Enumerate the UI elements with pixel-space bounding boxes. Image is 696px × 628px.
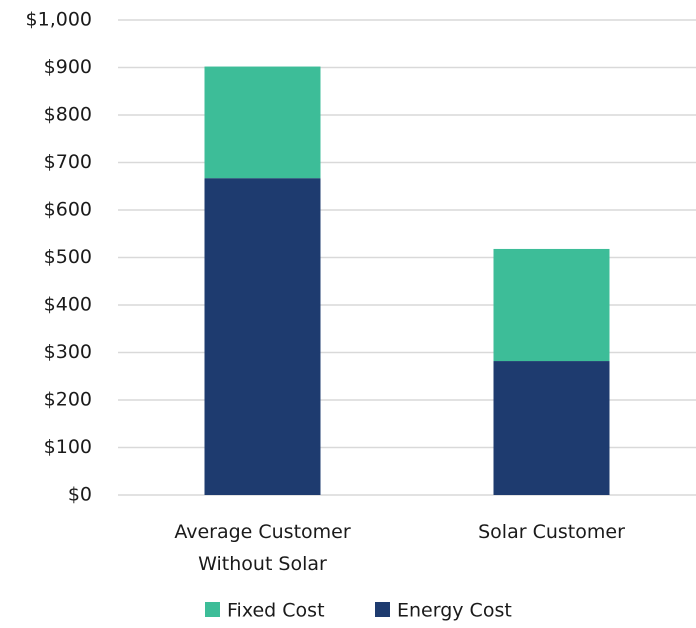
legend-swatch — [375, 602, 390, 617]
y-tick-label: $600 — [44, 199, 92, 221]
bar-segment — [493, 248, 610, 362]
x-tick-label: Solar Customer — [478, 521, 625, 543]
bar-segment — [204, 66, 321, 179]
y-tick-label: $100 — [44, 436, 92, 458]
y-tick-label: $200 — [44, 389, 92, 411]
y-tick-label: $700 — [44, 151, 92, 173]
x-tick-label: Average Customer Without Solar — [174, 521, 351, 575]
y-tick-label: $1,000 — [26, 9, 92, 31]
y-tick-label: $900 — [44, 56, 92, 78]
legend-swatch — [205, 602, 220, 617]
bar-segment — [493, 361, 610, 495]
legend-label: Fixed Cost — [227, 600, 325, 622]
y-tick-label: $400 — [44, 294, 92, 316]
bar-segment — [204, 178, 321, 496]
y-tick-label: $0 — [68, 484, 92, 506]
y-tick-label: $500 — [44, 246, 92, 268]
legend-label: Energy Cost — [397, 600, 512, 622]
y-tick-label: $800 — [44, 104, 92, 126]
y-tick-label: $300 — [44, 341, 92, 363]
